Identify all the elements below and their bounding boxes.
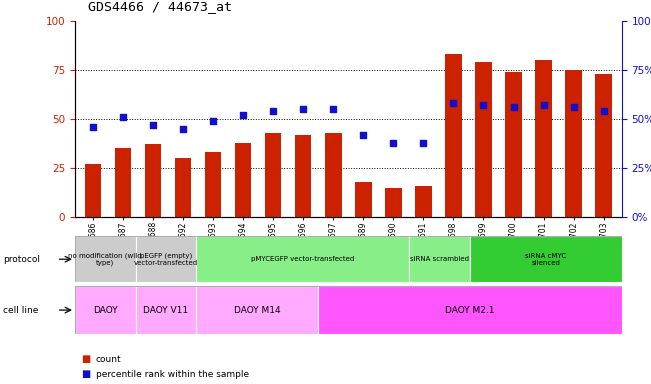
Text: DAOY: DAOY bbox=[93, 306, 118, 314]
Point bbox=[118, 114, 128, 120]
Bar bbox=[135, 236, 197, 282]
Bar bbox=[265, 133, 281, 217]
Text: no modification (wild
type): no modification (wild type) bbox=[68, 252, 142, 266]
Point bbox=[178, 126, 188, 132]
Point bbox=[538, 102, 549, 108]
Bar bbox=[445, 55, 462, 217]
Bar bbox=[85, 164, 101, 217]
Bar bbox=[174, 158, 191, 217]
Bar bbox=[295, 135, 311, 217]
Bar bbox=[415, 185, 432, 217]
Bar bbox=[596, 74, 612, 217]
Point bbox=[418, 139, 428, 146]
Point bbox=[328, 106, 339, 113]
Point bbox=[508, 104, 519, 110]
Bar bbox=[145, 144, 161, 217]
Text: count: count bbox=[96, 354, 121, 364]
Bar bbox=[409, 236, 470, 282]
Bar bbox=[235, 142, 251, 217]
Bar bbox=[355, 182, 372, 217]
Bar bbox=[135, 286, 197, 334]
Bar bbox=[115, 149, 132, 217]
Bar bbox=[318, 286, 622, 334]
Bar bbox=[197, 236, 409, 282]
Bar bbox=[75, 236, 135, 282]
Point bbox=[88, 124, 98, 130]
Point bbox=[238, 112, 248, 118]
Text: ■: ■ bbox=[81, 369, 90, 379]
Bar bbox=[565, 70, 582, 217]
Text: siRNA scrambled: siRNA scrambled bbox=[410, 256, 469, 262]
Point bbox=[568, 104, 579, 110]
Text: protocol: protocol bbox=[3, 255, 40, 264]
Text: pEGFP (empty)
vector-transfected: pEGFP (empty) vector-transfected bbox=[134, 252, 198, 266]
Point bbox=[388, 139, 398, 146]
Text: GDS4466 / 44673_at: GDS4466 / 44673_at bbox=[88, 0, 232, 13]
Point bbox=[208, 118, 218, 124]
Text: DAOY V11: DAOY V11 bbox=[143, 306, 189, 314]
Text: cell line: cell line bbox=[3, 306, 38, 314]
Point bbox=[478, 102, 489, 108]
Point bbox=[598, 108, 609, 114]
Bar bbox=[470, 236, 622, 282]
Point bbox=[268, 108, 279, 114]
Bar bbox=[385, 188, 402, 217]
Text: DAOY M14: DAOY M14 bbox=[234, 306, 281, 314]
Text: pMYCEGFP vector-transfected: pMYCEGFP vector-transfected bbox=[251, 256, 354, 262]
Bar bbox=[535, 60, 552, 217]
Point bbox=[298, 106, 309, 113]
Text: siRNA cMYC
silenced: siRNA cMYC silenced bbox=[525, 253, 566, 266]
Text: ■: ■ bbox=[81, 354, 90, 364]
Bar bbox=[325, 133, 342, 217]
Text: DAOY M2.1: DAOY M2.1 bbox=[445, 306, 495, 314]
Point bbox=[358, 132, 368, 138]
Text: percentile rank within the sample: percentile rank within the sample bbox=[96, 370, 249, 379]
Bar bbox=[75, 286, 135, 334]
Bar bbox=[205, 152, 221, 217]
Point bbox=[148, 122, 158, 128]
Point bbox=[449, 100, 459, 106]
Bar bbox=[505, 72, 522, 217]
Bar bbox=[197, 286, 318, 334]
Bar bbox=[475, 62, 492, 217]
